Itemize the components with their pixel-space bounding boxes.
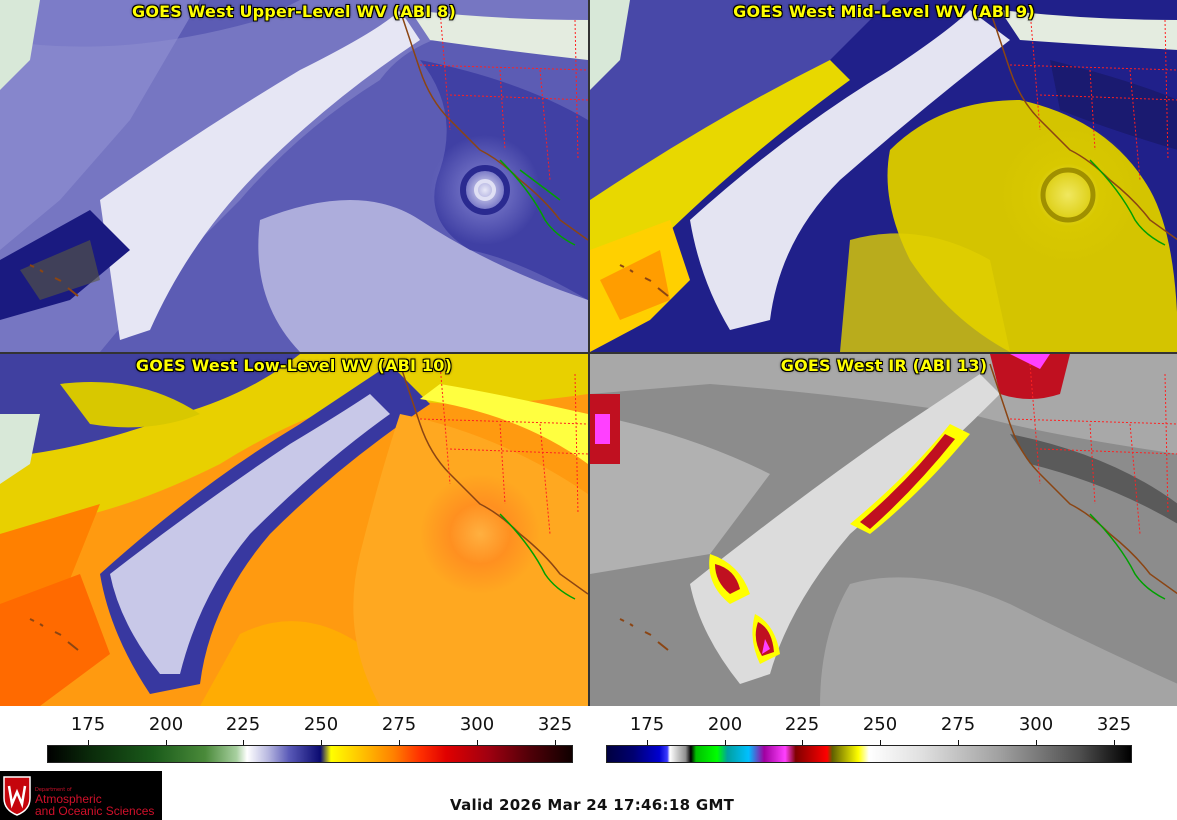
ir-tick-mark xyxy=(880,740,881,746)
wv-tick-label: 325 xyxy=(537,714,573,735)
mid-level-wv-panel: GOES West Mid-Level WV (ABI 9) xyxy=(590,0,1177,352)
ir-tick-mark xyxy=(802,740,803,746)
upper-level-wv-panel: GOES West Upper-Level WV (ABI 8) xyxy=(0,0,588,352)
low-level-wv-title: GOES West Low-Level WV (ABI 10) xyxy=(135,356,453,375)
wv-colorbar-gradient xyxy=(47,745,573,763)
ir-tick-label: 225 xyxy=(784,714,820,735)
logo-dept-text: Department of xyxy=(35,787,72,793)
ir-tick-label: 325 xyxy=(1096,714,1132,735)
wv-tick-label: 275 xyxy=(381,714,417,735)
wv-tick-label: 175 xyxy=(70,714,106,735)
upper-level-wv-image xyxy=(0,0,588,352)
wv-tick-mark xyxy=(555,740,556,746)
wv-tick-mark xyxy=(88,740,89,746)
logo-name-line2: and Oceanic Sciences xyxy=(35,804,155,818)
ir-tick-label: 200 xyxy=(707,714,743,735)
ir-image xyxy=(590,354,1177,706)
ir-tick-label: 175 xyxy=(629,714,665,735)
valid-time: Valid 2026 Mar 24 17:46:18 GMT xyxy=(450,796,735,814)
ir-tick-label: 250 xyxy=(862,714,898,735)
wv-tick-label: 300 xyxy=(459,714,495,735)
ir-tick-label: 275 xyxy=(940,714,976,735)
aos-logo: Department of Atmospheric and Oceanic Sc… xyxy=(0,771,162,820)
wv-tick-label: 200 xyxy=(148,714,184,735)
upper-level-wv-title: GOES West Upper-Level WV (ABI 8) xyxy=(132,2,456,21)
ir-colorbar-ticks: 175 200 225 250 275 300 325 xyxy=(606,712,1132,746)
logo-name-line1: Atmospheric xyxy=(35,792,102,806)
ir-tick-label: 300 xyxy=(1018,714,1054,735)
ir-tick-mark xyxy=(958,740,959,746)
low-level-wv-image xyxy=(0,354,588,706)
panel-divider-horizontal xyxy=(0,352,1177,354)
low-level-wv-panel: GOES West Low-Level WV (ABI 10) xyxy=(0,354,588,706)
wv-tick-mark xyxy=(321,740,322,746)
ir-tick-mark xyxy=(1036,740,1037,746)
wv-tick-label: 225 xyxy=(225,714,261,735)
wv-tick-mark xyxy=(243,740,244,746)
logo-name-text: Atmospheric and Oceanic Sciences xyxy=(35,793,154,817)
wv-tick-label: 250 xyxy=(303,714,339,735)
wv-tick-mark xyxy=(399,740,400,746)
ir-colorbar: 175 200 225 250 275 300 325 xyxy=(606,712,1132,768)
ir-title: GOES West IR (ABI 13) xyxy=(780,356,988,375)
ir-tick-mark xyxy=(725,740,726,746)
wv-tick-mark xyxy=(166,740,167,746)
ir-colorbar-gradient xyxy=(606,745,1132,763)
wv-colorbar-ticks: 175 200 225 250 275 300 325 xyxy=(47,712,573,746)
wv-colorbar: 175 200 225 250 275 300 325 xyxy=(47,712,573,768)
mid-level-wv-image xyxy=(590,0,1177,352)
wv-tick-mark xyxy=(477,740,478,746)
mid-level-wv-title: GOES West Mid-Level WV (ABI 9) xyxy=(733,2,1035,21)
ir-tick-mark xyxy=(1114,740,1115,746)
ir-tick-mark xyxy=(647,740,648,746)
uw-crest-icon xyxy=(3,776,31,816)
ir-panel: GOES West IR (ABI 13) xyxy=(590,354,1177,706)
